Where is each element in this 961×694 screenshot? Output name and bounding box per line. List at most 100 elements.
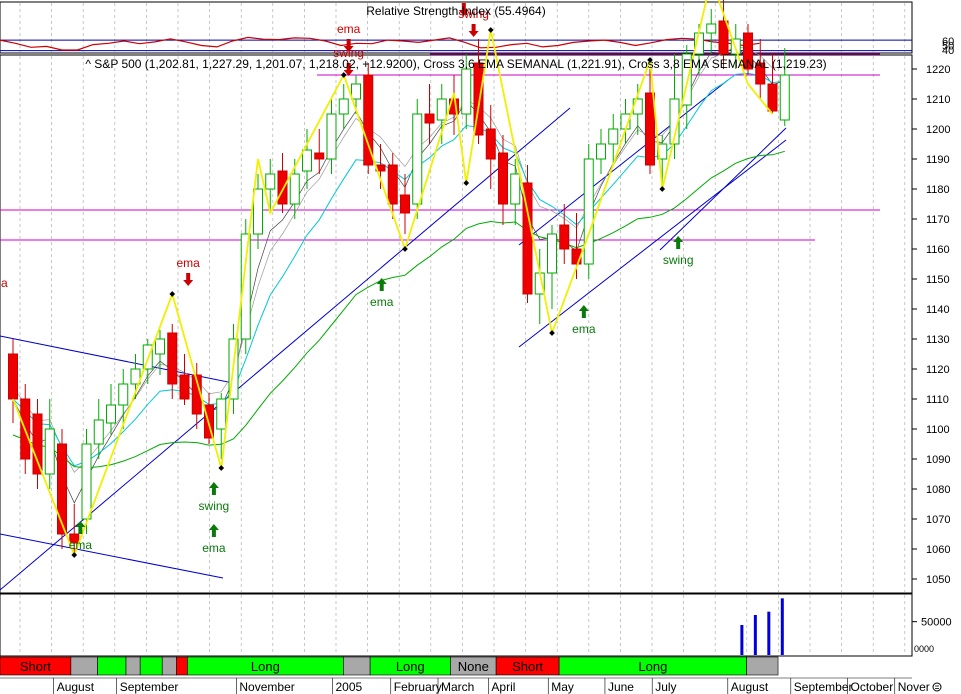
signal-annotation: swing [663, 236, 694, 267]
candle-body [412, 113, 423, 205]
pivot-marker [218, 465, 225, 471]
candle-body [81, 443, 92, 520]
x-axis-label: April [491, 680, 515, 694]
candle-body [608, 128, 619, 145]
vertical-gridlines [19, 3, 906, 655]
candle-body [743, 32, 753, 70]
x-axis-label: May [551, 680, 574, 694]
candle-body [93, 419, 104, 445]
candle-body [57, 443, 67, 535]
signal-annotation: ema [337, 22, 361, 52]
candle-body [461, 68, 472, 115]
candle-body [326, 113, 337, 160]
up-arrow-icon [208, 482, 219, 495]
signal-segment [70, 656, 98, 676]
candle-body [424, 113, 435, 124]
x-axis-label: 2005 [335, 680, 362, 694]
rsi-tick-label: 60 [942, 36, 954, 48]
candle-body [583, 158, 594, 265]
price-tick-label: 1180 [926, 184, 950, 196]
price-tick-label: 1110 [926, 394, 949, 406]
signal-segment [343, 656, 371, 676]
price-tick-label: 1080 [926, 484, 950, 496]
annotation-label: ema [370, 295, 394, 309]
signal-segment [161, 656, 177, 676]
candle-body [669, 98, 680, 145]
candle-body [130, 368, 141, 385]
volume-tick-label: 50000 [921, 617, 952, 629]
pivot-marker [463, 180, 470, 186]
pivot-marker [549, 330, 555, 336]
ema-cyan-line [12, 72, 785, 467]
signal-segment [125, 656, 141, 676]
candle-body [106, 404, 116, 424]
price-tick-label: 1070 [926, 514, 950, 526]
price-tick-label: 1050 [926, 574, 950, 586]
up-arrow-icon [208, 524, 219, 537]
price-tick-label: 1150 [926, 274, 950, 286]
x-axis: August September November 2005 February March… [0, 677, 930, 694]
settings-icon[interactable] [932, 682, 942, 692]
candle-body [559, 224, 570, 250]
annotation-label: ema [177, 256, 201, 270]
x-axis-label: Nover [898, 680, 930, 694]
rsi-line [0, 36, 760, 51]
volume-bar [753, 615, 757, 655]
pivot-marker [487, 27, 494, 33]
candle-body [498, 152, 508, 205]
signal-annotation: ema [202, 524, 226, 555]
signal-annotation: swing [333, 46, 364, 76]
candle-body [436, 98, 447, 121]
down-arrow-icon [458, 3, 469, 16]
candle-body [240, 233, 251, 340]
ema-green-line [12, 150, 785, 469]
candle-body [302, 149, 312, 172]
price-tick-label: 1190 [926, 154, 950, 166]
candle-body [485, 128, 496, 160]
x-axis-label: June [608, 680, 634, 694]
signal-segment [176, 656, 188, 676]
candle-body [363, 74, 374, 166]
candle-body [155, 338, 165, 355]
volume-panel [0, 593, 913, 657]
down-arrow-icon [343, 63, 354, 76]
candle-body [547, 233, 557, 274]
candle-body [32, 413, 43, 475]
candle-body [706, 23, 717, 34]
left-label: a [1, 276, 8, 290]
candle-body [216, 398, 227, 430]
x-axis-label: November [239, 680, 294, 694]
x-axis-label: February [394, 680, 442, 694]
price-tick-label: 1120 [926, 364, 950, 376]
candle-body [44, 428, 55, 475]
pivot-marker [647, 57, 653, 63]
annotation-label: swing [458, 7, 489, 21]
rsi-title: Relative Strength Index (55.4964) [366, 4, 545, 18]
price-tick-label: 1130 [926, 334, 950, 346]
candle-body [314, 152, 325, 160]
signal-annotation: swing [199, 482, 229, 513]
x-axis-label: August [57, 680, 95, 694]
annotation-label: ema [572, 322, 596, 336]
annotation-label: swing [663, 253, 694, 267]
candle-body [289, 173, 300, 205]
candle-body [645, 92, 655, 166]
candle-body [69, 533, 80, 544]
annotation-label: swing [333, 46, 364, 60]
signal-label: Short [20, 659, 51, 674]
signal-segment [97, 656, 127, 676]
annotation-label: ema [337, 22, 361, 36]
ema-slow-line [12, 45, 785, 473]
price-tick-label: 1090 [926, 454, 950, 466]
pivot-marker [659, 186, 666, 192]
signal-label: Long [396, 659, 425, 674]
candle-body [253, 188, 263, 235]
price-title: ^ S&P 500 (1,202.81, 1,227.29, 1,201.07,… [85, 57, 826, 71]
volume-floor-label: 0000 [914, 644, 934, 654]
up-arrow-icon [75, 521, 86, 534]
signal-annotation: ema [370, 278, 394, 309]
trend-channel-line [518, 139, 787, 348]
x-axis-label: September [120, 680, 179, 694]
price-panel [0, 54, 913, 594]
